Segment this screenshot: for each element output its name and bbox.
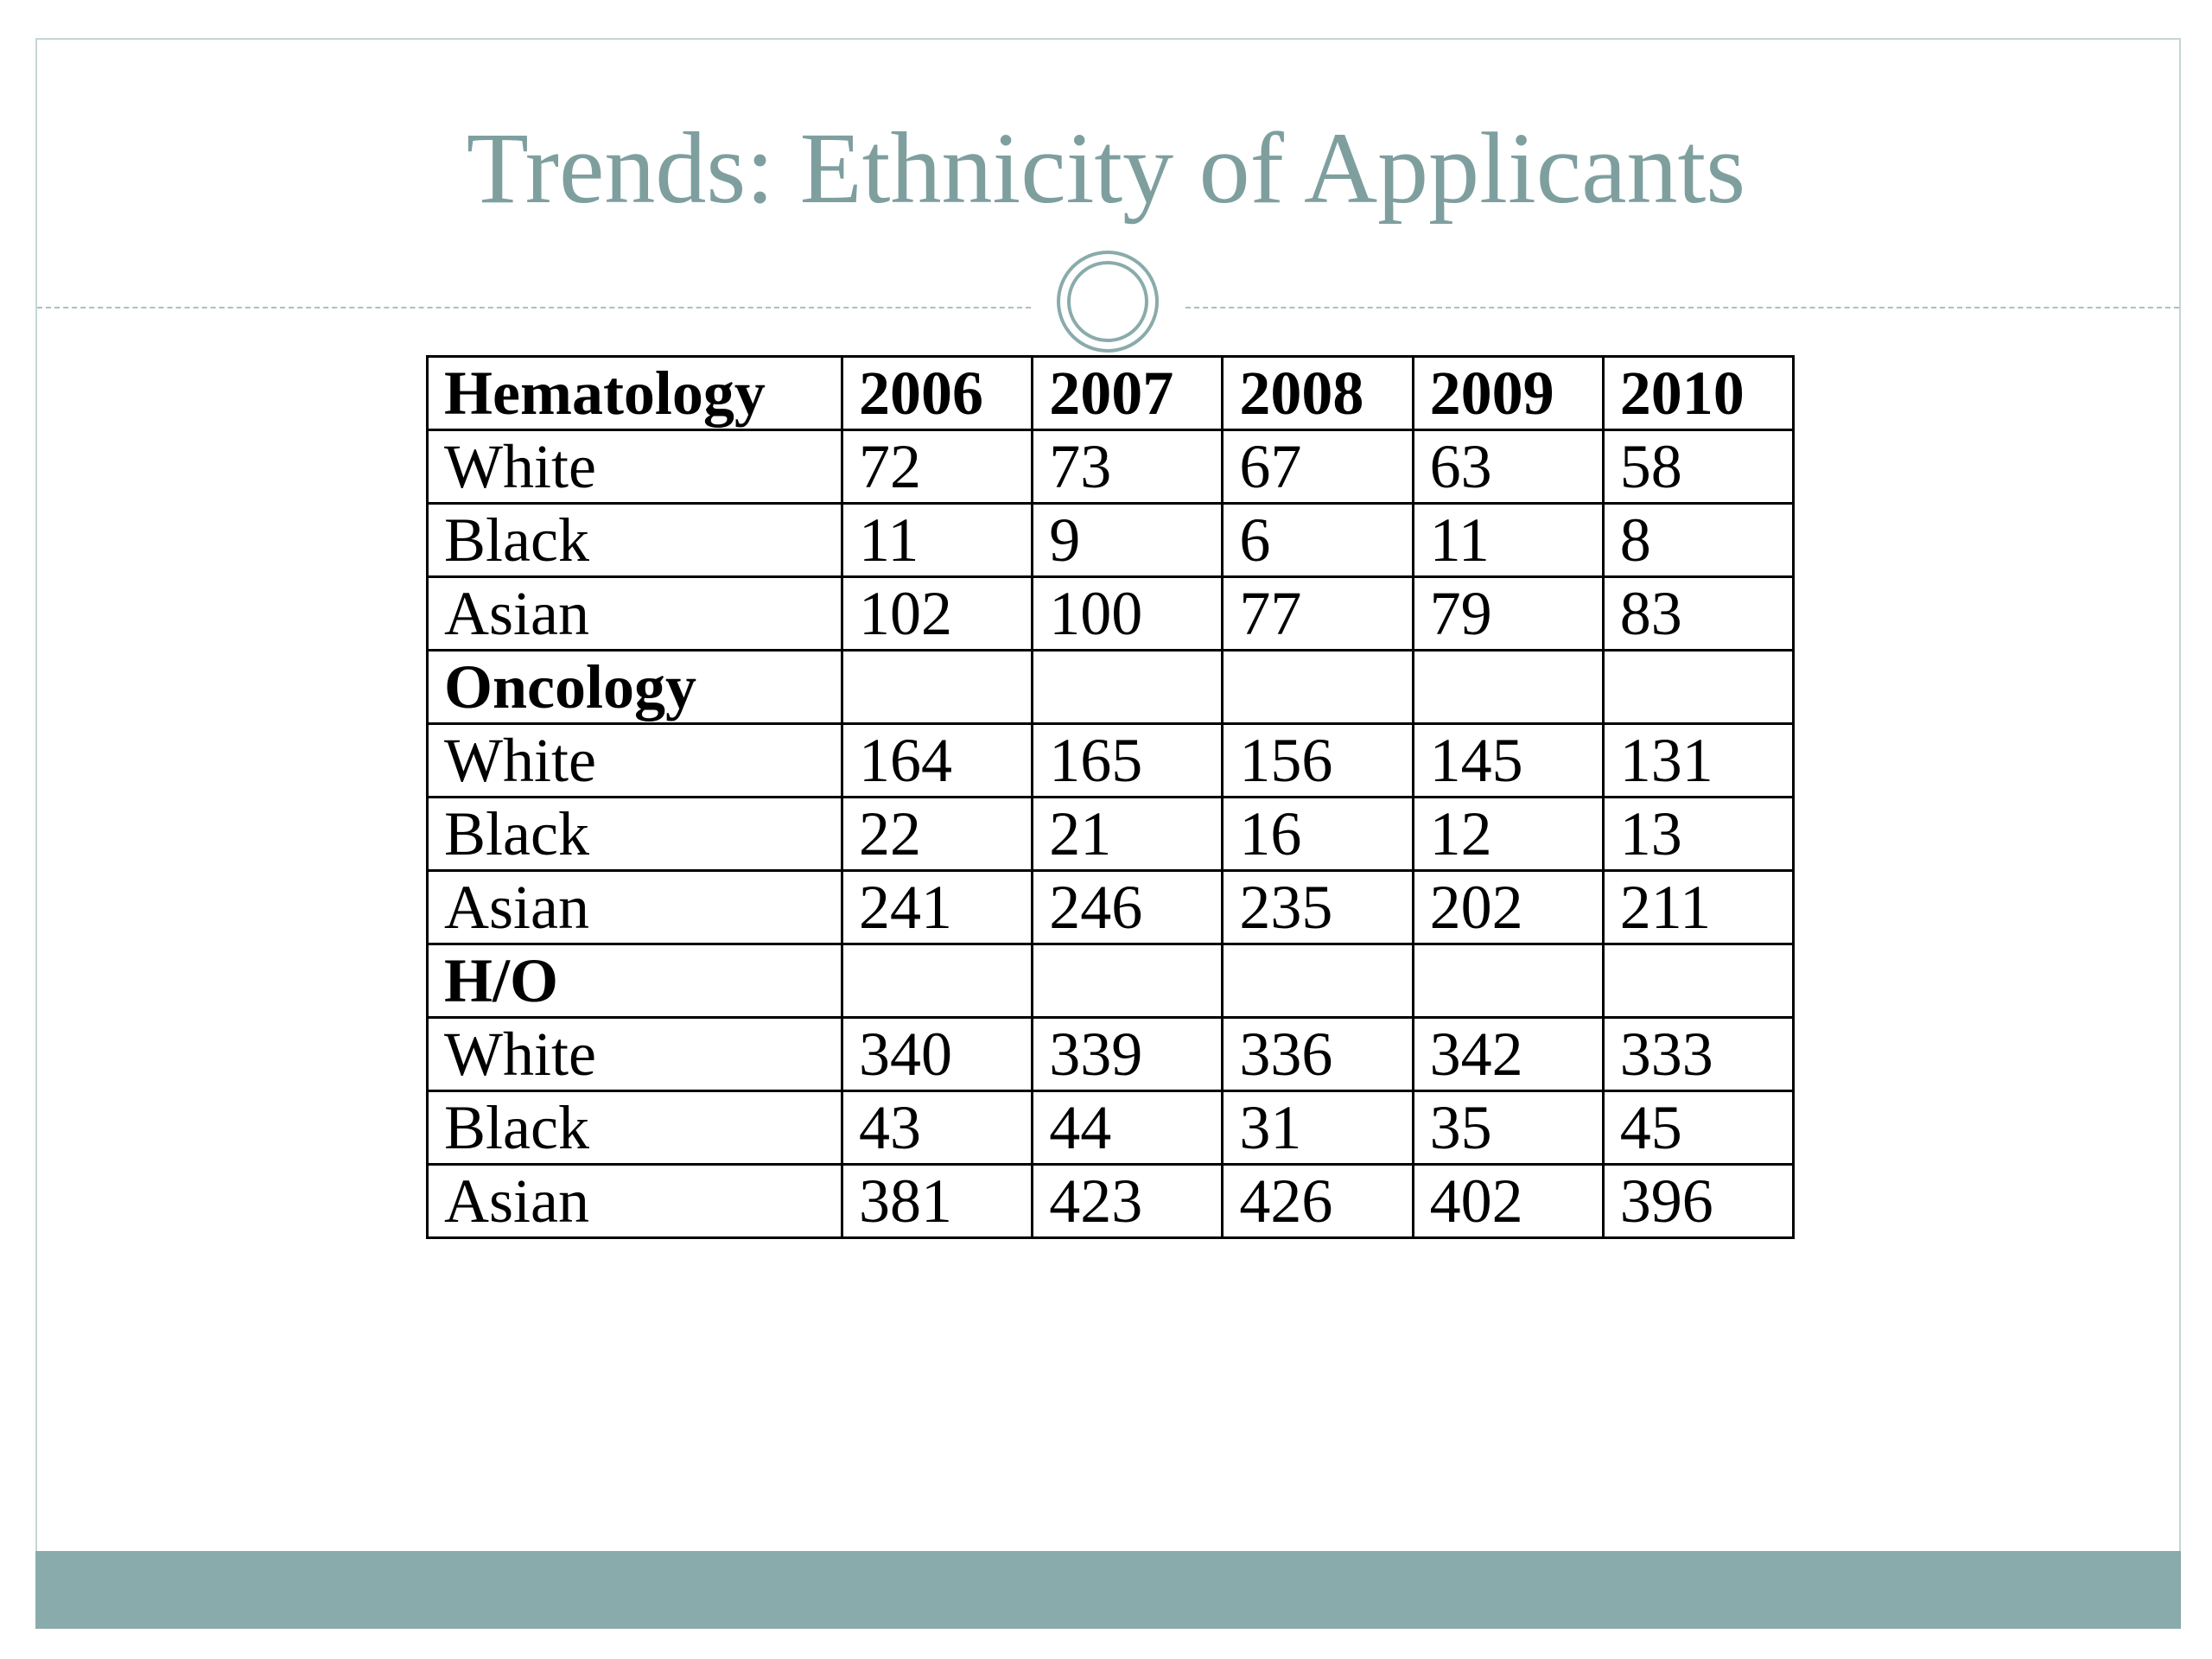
cell: 8 [1601, 502, 1796, 578]
cell [1221, 649, 1414, 725]
row-label: Hematology [426, 355, 843, 431]
cell: 426 [1221, 1163, 1414, 1239]
table-row: Asian 241 246 235 202 211 [426, 869, 1796, 945]
row-label: H/O [426, 943, 843, 1019]
cell: 131 [1601, 722, 1796, 798]
ornament [1057, 251, 1159, 353]
slide-title: Trends: Ethnicity of Applicants [466, 111, 1746, 225]
row-label: Asian [426, 575, 843, 652]
cell: 43 [840, 1090, 1034, 1166]
cell: 340 [840, 1016, 1034, 1092]
data-table: Hematology 2006 2007 2008 2009 2010 White 72 73 6… [426, 355, 1796, 1239]
row-label: Asian [426, 869, 843, 945]
table-row: Black 22 21 16 12 13 [426, 796, 1796, 872]
cell: 2007 [1031, 355, 1224, 431]
divider [1185, 307, 2179, 308]
cell [1601, 943, 1796, 1019]
cell: 336 [1221, 1016, 1414, 1092]
cell: 35 [1411, 1090, 1605, 1166]
cell: 22 [840, 796, 1034, 872]
table-row: Asian 102 100 77 79 83 [426, 575, 1796, 652]
footer-bar [35, 1551, 2181, 1629]
cell: 44 [1031, 1090, 1224, 1166]
cell: 9 [1031, 502, 1224, 578]
cell: 241 [840, 869, 1034, 945]
cell: 16 [1221, 796, 1414, 872]
cell: 2010 [1601, 355, 1796, 431]
row-label: White [426, 722, 843, 798]
cell: 67 [1221, 429, 1414, 505]
cell [1411, 943, 1605, 1019]
cell: 79 [1411, 575, 1605, 652]
cell [1031, 943, 1224, 1019]
cell: 77 [1221, 575, 1414, 652]
table-row: White 164 165 156 145 131 [426, 722, 1796, 798]
cell: 31 [1221, 1090, 1414, 1166]
cell: 246 [1031, 869, 1224, 945]
cell: 333 [1601, 1016, 1796, 1092]
row-label: White [426, 1016, 843, 1092]
cell: 11 [840, 502, 1034, 578]
table-row: Hematology 2006 2007 2008 2009 2010 [426, 355, 1796, 431]
cell: 423 [1031, 1163, 1224, 1239]
row-label: Black [426, 1090, 843, 1166]
cell [840, 649, 1034, 725]
cell: 58 [1601, 429, 1796, 505]
cell: 156 [1221, 722, 1414, 798]
cell [1031, 649, 1224, 725]
cell: 396 [1601, 1163, 1796, 1239]
row-label: Oncology [426, 649, 843, 725]
table-row: Black 43 44 31 35 45 [426, 1090, 1796, 1166]
cell: 13 [1601, 796, 1796, 872]
cell: 342 [1411, 1016, 1605, 1092]
table-row: White 72 73 67 63 58 [426, 429, 1796, 505]
table-row: H/O [426, 943, 1796, 1019]
cell: 402 [1411, 1163, 1605, 1239]
table-row: Oncology [426, 649, 1796, 725]
cell: 83 [1601, 575, 1796, 652]
row-label: Black [426, 502, 843, 578]
cell: 21 [1031, 796, 1224, 872]
cell: 102 [840, 575, 1034, 652]
row-label: Asian [426, 1163, 843, 1239]
cell: 6 [1221, 502, 1414, 578]
cell: 145 [1411, 722, 1605, 798]
cell: 164 [840, 722, 1034, 798]
cell: 45 [1601, 1090, 1796, 1166]
row-label: White [426, 429, 843, 505]
cell: 235 [1221, 869, 1414, 945]
cell: 202 [1411, 869, 1605, 945]
cell: 165 [1031, 722, 1224, 798]
divider [37, 307, 1031, 308]
cell [1411, 649, 1605, 725]
cell: 339 [1031, 1016, 1224, 1092]
cell: 2006 [840, 355, 1034, 431]
cell: 11 [1411, 502, 1605, 578]
cell: 100 [1031, 575, 1224, 652]
table-row: White 340 339 336 342 333 [426, 1016, 1796, 1092]
cell: 72 [840, 429, 1034, 505]
table-row: Black 11 9 6 11 8 [426, 502, 1796, 578]
cell: 211 [1601, 869, 1796, 945]
cell [1601, 649, 1796, 725]
cell [840, 943, 1034, 1019]
row-label: Black [426, 796, 843, 872]
cell [1221, 943, 1414, 1019]
table-row: Asian 381 423 426 402 396 [426, 1163, 1796, 1239]
cell: 381 [840, 1163, 1034, 1239]
cell: 73 [1031, 429, 1224, 505]
cell: 12 [1411, 796, 1605, 872]
cell: 63 [1411, 429, 1605, 505]
cell: 2008 [1221, 355, 1414, 431]
cell: 2009 [1411, 355, 1605, 431]
